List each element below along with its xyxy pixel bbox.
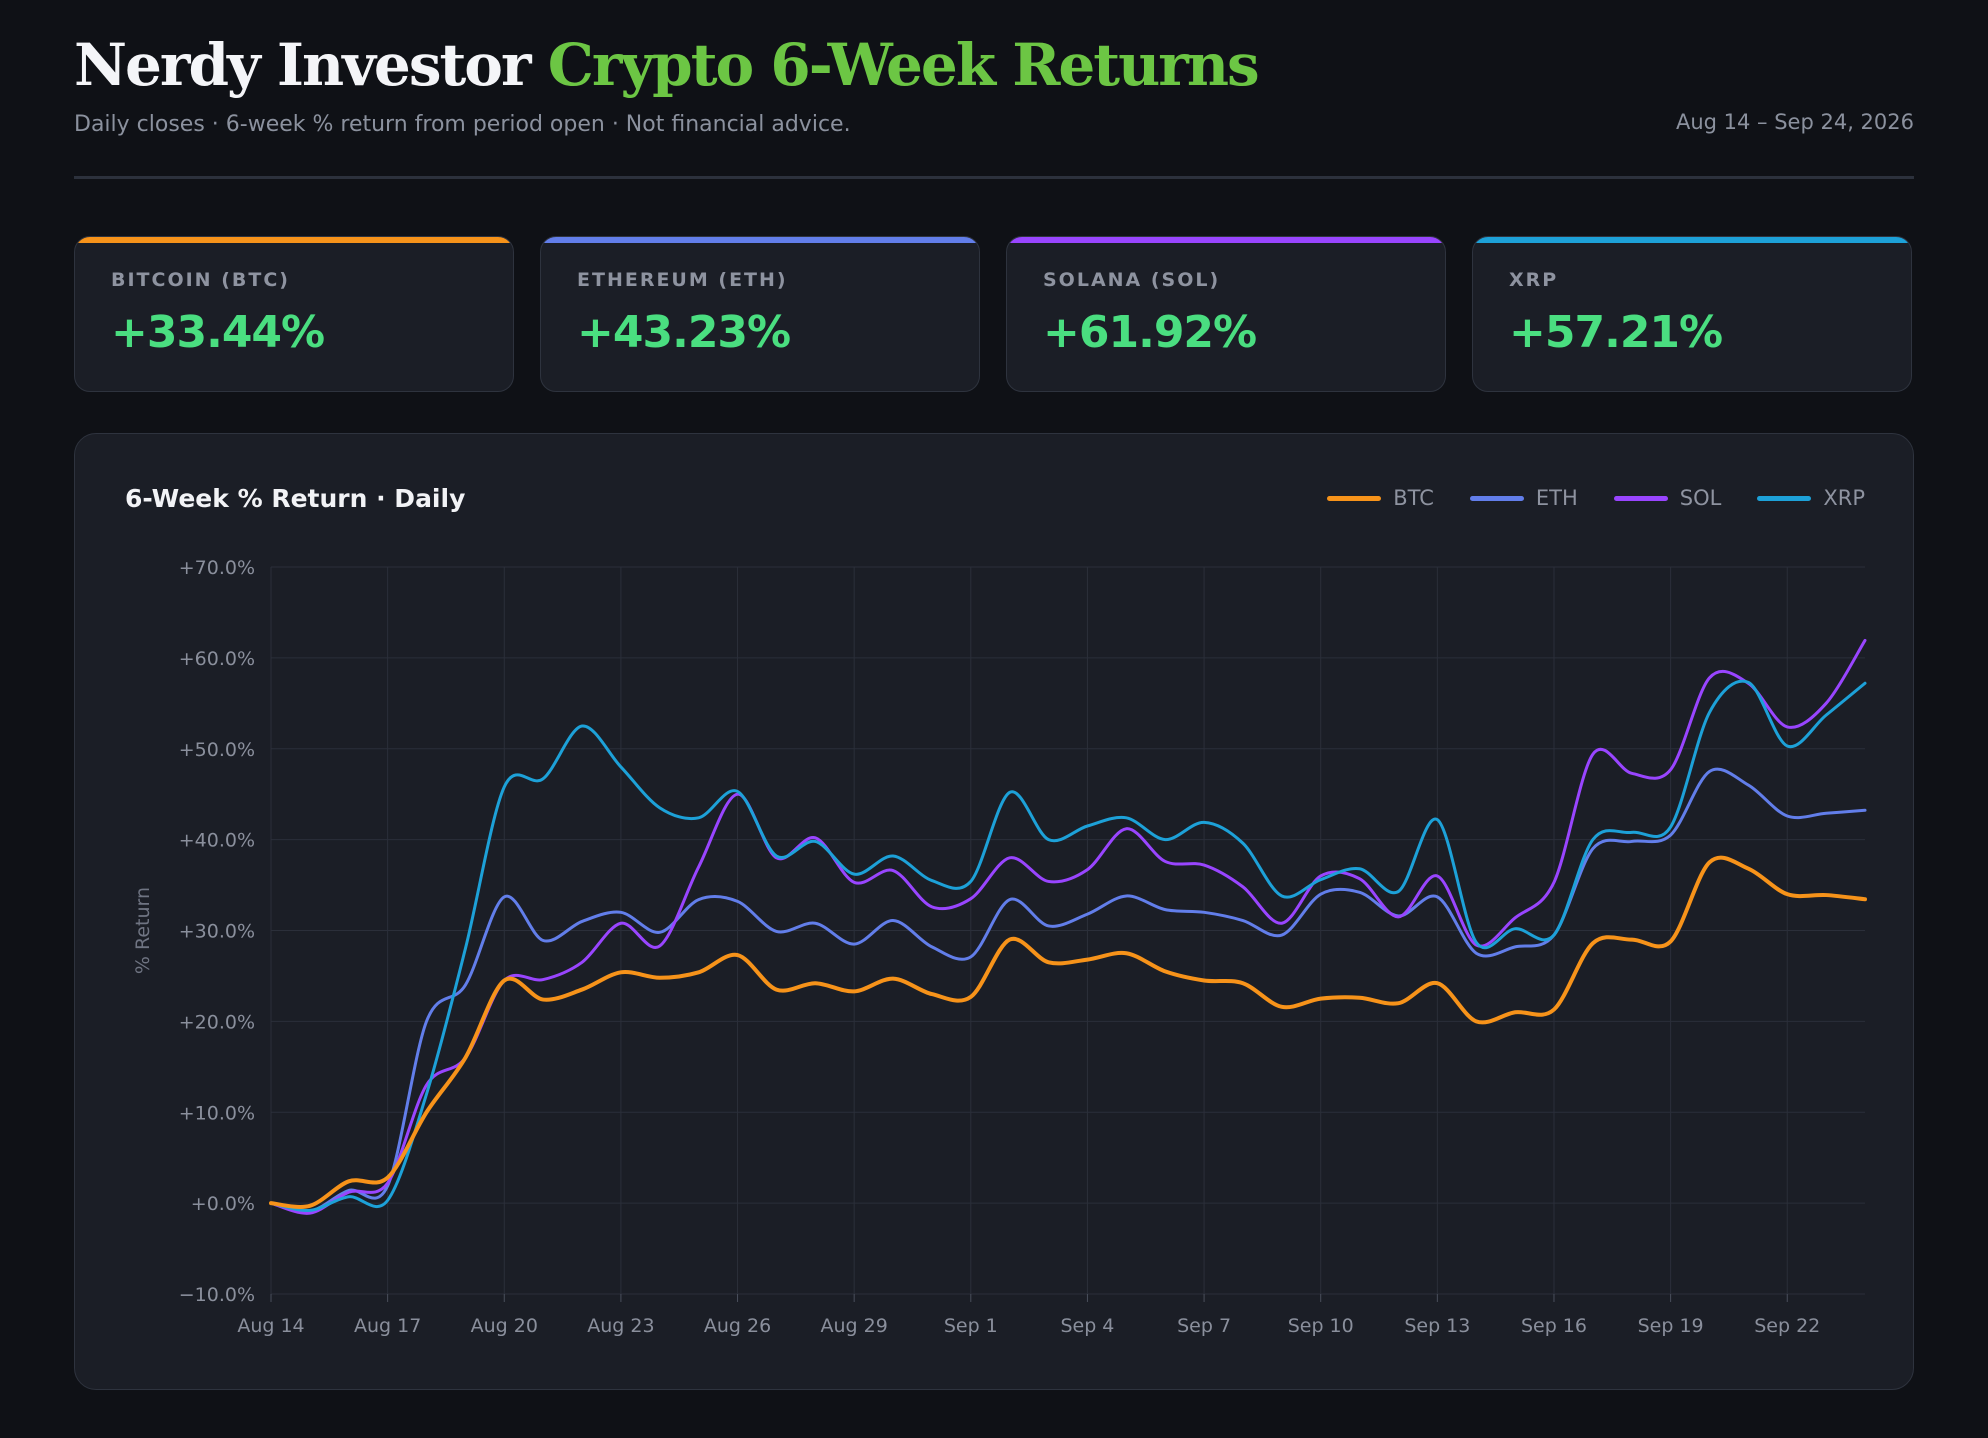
- page-title: Nerdy Investor Crypto 6-Week Returns: [74, 30, 1914, 100]
- x-tick-label: Aug 14: [237, 1315, 304, 1337]
- y-tick-label: +30.0%: [179, 921, 255, 943]
- header-divider: [74, 176, 1914, 179]
- summary-cards: BITCOIN (BTC) +33.44% ETHEREUM (ETH) +43…: [74, 236, 1914, 392]
- y-tick-label: +0.0%: [191, 1193, 255, 1215]
- x-tick-label: Sep 13: [1404, 1315, 1470, 1337]
- card-eth: ETHEREUM (ETH) +43.23%: [540, 236, 980, 392]
- chart-legend: BTC ETH SOL XRP: [1327, 486, 1865, 510]
- x-tick-label: Aug 29: [821, 1315, 888, 1337]
- card-btc: BITCOIN (BTC) +33.44%: [74, 236, 514, 392]
- card-value: +43.23%: [577, 307, 791, 358]
- series-line-eth: [269, 767, 1867, 1214]
- legend-swatch: [1327, 495, 1382, 501]
- card-name: BITCOIN (BTC): [111, 269, 290, 291]
- legend-swatch: [1613, 495, 1668, 501]
- card-value: +61.92%: [1043, 307, 1257, 358]
- card-value: +33.44%: [111, 307, 325, 358]
- legend-item-btc: BTC: [1327, 486, 1434, 510]
- page-subtitle: Daily closes · 6-week % return from peri…: [74, 112, 851, 137]
- card-accent-bar: [1007, 237, 1445, 243]
- card-accent-bar: [541, 237, 979, 243]
- x-tick-label: Sep 4: [1060, 1315, 1114, 1337]
- x-tick-label: Aug 23: [587, 1315, 654, 1337]
- y-tick-label: +70.0%: [179, 557, 255, 579]
- date-range: Aug 14 – Sep 24, 2026: [1675, 110, 1914, 134]
- legend-item-xrp: XRP: [1757, 486, 1865, 510]
- legend-swatch: [1757, 495, 1812, 501]
- series-line-btc: [269, 855, 1867, 1209]
- card-xrp: XRP +57.21%: [1472, 236, 1912, 392]
- card-name: ETHEREUM (ETH): [577, 269, 788, 291]
- x-tick-label: Sep 1: [944, 1315, 998, 1337]
- y-tick-label: −10.0%: [179, 1284, 255, 1306]
- legend-label: ETH: [1535, 486, 1578, 510]
- x-tick-label: Sep 16: [1521, 1315, 1587, 1337]
- title-brand: Nerdy Investor: [74, 31, 532, 99]
- x-tick-label: Aug 26: [704, 1315, 771, 1337]
- x-tick-label: Sep 19: [1638, 1315, 1704, 1337]
- header: Nerdy Investor Crypto 6-Week Returns Dai…: [74, 30, 1914, 137]
- legend-item-sol: SOL: [1613, 486, 1722, 510]
- card-accent-bar: [75, 237, 513, 243]
- x-tick-label: Sep 10: [1288, 1315, 1354, 1337]
- y-tick-label: +20.0%: [179, 1011, 255, 1033]
- y-axis-label: % Return: [132, 887, 154, 974]
- legend-swatch: [1469, 495, 1524, 501]
- chart-title: 6-Week % Return · Daily: [125, 484, 466, 513]
- x-tick-label: Sep 22: [1754, 1315, 1820, 1337]
- line-chart: −10.0% +0.0% +10.0% +20.0% +30.0% +40.0% +50.0…: [132, 557, 1867, 1337]
- legend-label: BTC: [1393, 486, 1434, 510]
- x-tick-label: Sep 7: [1177, 1315, 1231, 1337]
- y-tick-label: +60.0%: [179, 648, 255, 670]
- y-tick-label: +40.0%: [179, 830, 255, 852]
- title-topic: Crypto 6-Week Returns: [547, 31, 1260, 99]
- y-tick-label: +10.0%: [179, 1102, 255, 1124]
- legend-label: XRP: [1823, 486, 1865, 510]
- chart-panel: 6-Week % Return · Daily BTC ETH SOL XRP −10…: [74, 433, 1914, 1390]
- x-tick-label: Aug 17: [354, 1315, 421, 1337]
- card-name: SOLANA (SOL): [1043, 269, 1221, 291]
- x-tick-label: Aug 20: [471, 1315, 538, 1337]
- card-value: +57.21%: [1509, 307, 1723, 358]
- card-accent-bar: [1473, 237, 1911, 243]
- legend-item-eth: ETH: [1469, 486, 1578, 510]
- card-name: XRP: [1509, 269, 1559, 291]
- legend-label: SOL: [1679, 486, 1722, 510]
- card-sol: SOLANA (SOL) +61.92%: [1006, 236, 1446, 392]
- series-line-sol: [269, 638, 1867, 1215]
- series-line-xrp: [269, 679, 1867, 1212]
- y-tick-label: +50.0%: [179, 739, 255, 761]
